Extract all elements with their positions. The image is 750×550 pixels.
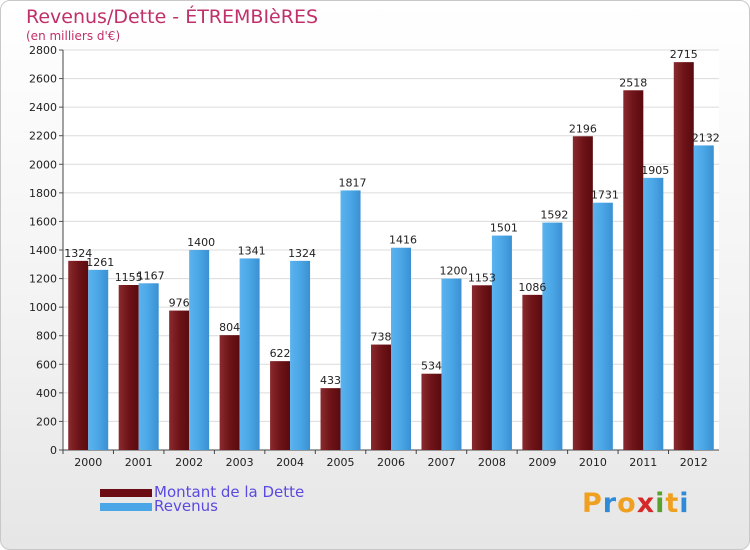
x-tick-label: 2009 <box>528 456 556 469</box>
y-tick-label: 2200 <box>29 130 57 143</box>
x-tick-label: 2008 <box>478 456 506 469</box>
logo-letter: i <box>655 488 666 519</box>
data-label-debt: 1155 <box>115 271 143 284</box>
bar-revenue <box>138 283 159 450</box>
bar-revenue <box>491 235 512 450</box>
data-label-revenue: 1731 <box>591 189 619 202</box>
bar-revenue <box>88 269 109 450</box>
y-tick-label: 400 <box>36 387 57 400</box>
x-tick-label: 2004 <box>276 456 304 469</box>
y-tick-label: 800 <box>36 330 57 343</box>
data-label-revenue: 1261 <box>86 256 114 269</box>
data-label-revenue: 1905 <box>641 164 669 177</box>
bar-debt <box>673 62 694 451</box>
logo-letter: o <box>617 488 637 519</box>
y-tick-label: 1800 <box>29 187 57 200</box>
legend-swatch-revenue <box>100 503 152 511</box>
x-tick-label: 2005 <box>327 456 355 469</box>
logo-letter: i <box>679 488 690 519</box>
data-label-revenue: 1200 <box>439 265 467 278</box>
data-label-debt: 622 <box>270 347 291 360</box>
y-tick-label: 1400 <box>29 244 57 257</box>
y-tick-label: 2800 <box>29 44 57 57</box>
bar-revenue <box>542 222 563 450</box>
logo-letter: x <box>636 488 656 519</box>
data-label-revenue: 1817 <box>339 176 367 189</box>
bar-debt <box>522 294 543 450</box>
data-label-debt: 2196 <box>569 122 597 135</box>
legend-label-debt: Montant de la Dette <box>154 483 305 501</box>
y-tick-label: 2400 <box>29 101 57 114</box>
data-label-debt: 433 <box>320 374 341 387</box>
data-label-debt: 1153 <box>468 271 496 284</box>
x-tick-label: 2006 <box>377 456 405 469</box>
y-tick-label: 2000 <box>29 158 57 171</box>
data-label-revenue: 1324 <box>288 247 316 260</box>
data-label-revenue: 2132 <box>692 131 720 144</box>
y-tick-label: 1600 <box>29 215 57 228</box>
legend-swatch-debt <box>100 489 152 497</box>
bar-revenue <box>441 278 462 450</box>
chart-title: Revenus/Dette - ÉTREMBIèRES <box>26 6 319 28</box>
bar-debt <box>421 373 442 450</box>
data-label-revenue: 1592 <box>540 209 568 222</box>
data-label-debt: 2715 <box>670 48 698 61</box>
logo-letter: t <box>665 488 680 519</box>
data-label-revenue: 1501 <box>490 222 518 235</box>
x-tick-label: 2003 <box>226 456 254 469</box>
data-label-debt: 534 <box>421 360 442 373</box>
bar-revenue <box>391 247 411 450</box>
data-label-revenue: 1400 <box>187 236 215 249</box>
data-label-debt: 1324 <box>64 247 92 260</box>
bar-revenue <box>340 190 361 450</box>
bar-debt <box>118 285 139 450</box>
bar-debt <box>371 344 391 450</box>
y-tick-label: 2600 <box>29 73 57 86</box>
legend-label-revenue: Revenus <box>154 497 218 515</box>
x-tick-label: 2010 <box>579 456 607 469</box>
y-tick-label: 1200 <box>29 273 57 286</box>
bar-debt <box>68 260 89 450</box>
data-label-debt: 2518 <box>619 76 647 89</box>
data-label-revenue: 1416 <box>389 234 417 247</box>
y-tick-label: 0 <box>50 444 57 457</box>
bar-debt <box>471 285 492 450</box>
data-label-debt: 976 <box>169 297 190 310</box>
y-tick-label: 200 <box>36 415 57 428</box>
data-label-debt: 804 <box>219 321 240 334</box>
bar-debt <box>572 136 593 451</box>
bar-debt <box>623 90 644 451</box>
proxiti-logo: Proxiti <box>582 488 690 519</box>
data-label-revenue: 1341 <box>238 244 266 257</box>
bar-debt <box>270 361 291 450</box>
bar-revenue <box>643 177 664 450</box>
data-label-debt: 738 <box>371 331 392 344</box>
data-label-revenue: 1167 <box>137 269 165 282</box>
x-tick-label: 2012 <box>680 456 708 469</box>
bar-revenue <box>693 145 714 450</box>
x-tick-label: 2001 <box>125 456 153 469</box>
x-tick-label: 2011 <box>629 456 657 469</box>
bar-debt <box>219 335 240 450</box>
y-tick-label: 1000 <box>29 301 57 314</box>
bar-debt <box>320 388 341 450</box>
bar-revenue <box>189 250 210 450</box>
data-label-debt: 1086 <box>518 281 546 294</box>
logo-letter: P <box>582 488 603 519</box>
y-tick-label: 600 <box>36 358 57 371</box>
x-tick-label: 2002 <box>175 456 203 469</box>
bar-revenue <box>592 202 613 450</box>
x-tick-label: 2007 <box>427 456 455 469</box>
bar-revenue <box>290 260 311 450</box>
logo-letter: r <box>602 488 618 519</box>
bar-revenue <box>239 258 260 450</box>
x-tick-label: 2000 <box>74 456 102 469</box>
chart-subtitle: (en milliers d'€) <box>26 29 121 43</box>
bar-debt <box>169 310 190 450</box>
